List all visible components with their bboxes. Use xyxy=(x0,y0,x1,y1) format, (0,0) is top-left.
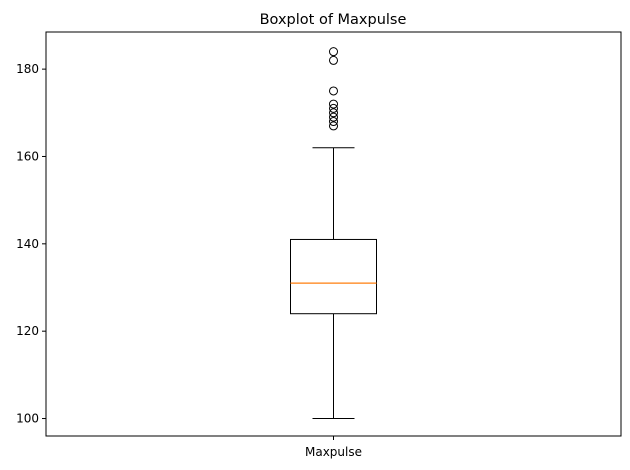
outlier-point xyxy=(329,99,338,109)
y-tick-label: 180 xyxy=(16,62,39,76)
outlier-point xyxy=(329,86,338,96)
outlier-point xyxy=(329,55,338,65)
plot-area xyxy=(290,47,377,420)
outlier-point xyxy=(329,117,338,127)
outlier-point xyxy=(329,112,338,122)
outlier-point xyxy=(329,108,338,118)
chart-title: Boxplot of Maxpulse xyxy=(260,12,407,28)
y-tick-label: 120 xyxy=(16,324,39,338)
outlier-point xyxy=(329,103,338,113)
y-axis: 100 120 140 160 180 xyxy=(16,62,46,426)
y-tick-label: 160 xyxy=(16,149,39,163)
y-tick-label: 140 xyxy=(16,237,39,251)
outlier-point xyxy=(329,47,338,57)
x-tick-label: Maxpulse xyxy=(305,445,362,459)
iqr-box xyxy=(290,238,377,315)
x-axis: Maxpulse xyxy=(305,436,362,459)
y-tick-label: 100 xyxy=(16,412,39,426)
outlier-point xyxy=(329,121,338,131)
